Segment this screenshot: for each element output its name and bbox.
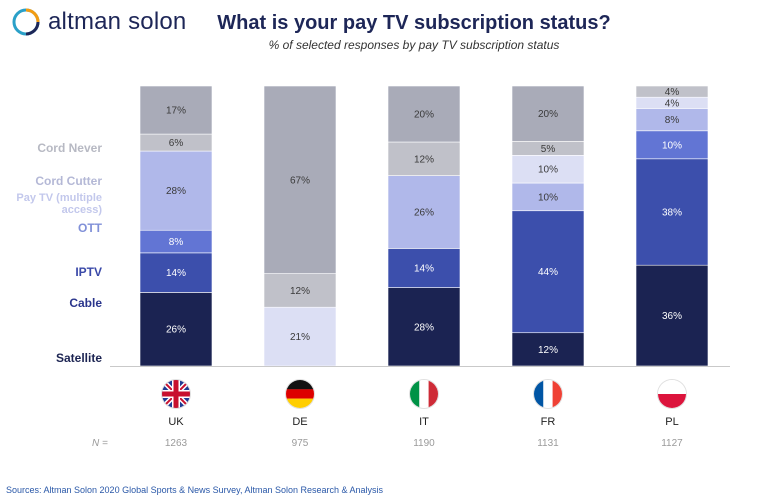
bar-segment-uk-other xyxy=(139,85,213,135)
data-label-fr-cordnever: 5% xyxy=(541,144,556,155)
bar-segment-uk-iptv xyxy=(139,252,213,293)
legend-pay-tv-line2: access) xyxy=(61,204,102,216)
sample-size-it: 1190 xyxy=(413,438,435,449)
bar-segment-fr-satellite xyxy=(511,332,585,367)
sample-size-uk: 1263 xyxy=(164,438,188,449)
legend-cable: Cable xyxy=(69,296,102,310)
source-note: Sources: Altman Solon 2020 Global Sports… xyxy=(6,485,384,495)
data-label-it-cordnever: 12% xyxy=(414,154,434,165)
sample-size-pl: 1127 xyxy=(661,438,683,449)
it-flag-icon xyxy=(410,380,438,408)
data-label-uk-paytv: 28% xyxy=(166,186,186,197)
country-label-uk: UK xyxy=(168,416,184,428)
brand-logo-icon xyxy=(12,8,40,36)
country-label-it: IT xyxy=(419,416,429,428)
uk-flag-icon xyxy=(162,380,190,408)
data-label-it-iptv: 14% xyxy=(414,264,434,275)
data-label-pl-cordcutter: 4% xyxy=(665,98,680,109)
data-label-pl-cordnever: 4% xyxy=(665,87,680,98)
bar-segment-pl-iptv xyxy=(635,158,709,266)
brand-logo: altman solon xyxy=(12,8,186,36)
data-label-it-satellite: 28% xyxy=(414,322,434,333)
country-label-de: DE xyxy=(292,416,308,428)
bar-segment-fr-other xyxy=(511,85,585,142)
country-label-fr: FR xyxy=(540,416,556,428)
data-label-fr-paytv: 10% xyxy=(538,192,558,203)
data-label-uk-ott: 8% xyxy=(169,237,184,248)
bar-segment-it-cordnever xyxy=(387,141,461,176)
data-label-it-other: 20% xyxy=(414,110,434,121)
data-label-it-paytv: 26% xyxy=(414,208,434,219)
data-label-uk-iptv: 14% xyxy=(166,268,186,279)
pl-flag-icon xyxy=(658,380,686,408)
data-label-uk-other: 17% xyxy=(166,106,186,117)
data-label-fr-other: 20% xyxy=(538,109,558,120)
sample-size-label: N = xyxy=(92,438,108,449)
legend-cord-never: Cord Never xyxy=(37,141,102,155)
bar-segment-fr-cordcutter xyxy=(511,155,585,184)
data-label-pl-satellite: 36% xyxy=(662,311,682,322)
data-label-de-cordnever: 12% xyxy=(290,286,310,297)
data-label-uk-cordnever: 6% xyxy=(169,138,184,149)
data-label-fr-iptv: 44% xyxy=(538,267,558,278)
legend-ott: OTT xyxy=(78,221,102,235)
bar-segment-it-iptv xyxy=(387,248,461,288)
chart-subtitle: % of selected responses by pay TV subscr… xyxy=(268,38,560,52)
bar-segment-it-satellite xyxy=(387,287,461,367)
data-label-de-cordcutter: 21% xyxy=(290,332,310,343)
chart-title: What is your pay TV subscription status? xyxy=(217,12,611,34)
bar-segment-de-other xyxy=(263,85,337,274)
sample-size-de: 975 xyxy=(291,438,309,449)
bar-segment-it-paytv xyxy=(387,175,461,249)
legend-iptv: IPTV xyxy=(75,265,102,279)
fr-flag-icon xyxy=(534,380,562,408)
country-label-pl: PL xyxy=(665,416,679,428)
legend-satellite: Satellite xyxy=(55,351,102,365)
data-label-fr-satellite: 12% xyxy=(538,345,558,356)
bar-segment-fr-iptv xyxy=(511,210,585,334)
data-label-pl-paytv: 8% xyxy=(665,115,680,126)
data-label-de-other: 67% xyxy=(290,175,310,186)
bar-segment-pl-cordnever xyxy=(635,85,709,98)
bar-segment-fr-paytv xyxy=(511,182,585,212)
bar-segment-de-cordnever xyxy=(263,273,337,308)
data-label-pl-iptv: 38% xyxy=(662,208,682,219)
data-label-fr-cordcutter: 10% xyxy=(538,165,558,176)
data-label-pl-ott: 10% xyxy=(662,140,682,151)
bar-segment-pl-ott xyxy=(635,130,709,160)
bar-segment-it-other xyxy=(387,85,461,143)
brand-name: altman solon xyxy=(48,8,187,35)
sample-size-fr: 1131 xyxy=(537,438,559,449)
legend-pay-tv: Pay TV (multiple access) xyxy=(0,192,102,216)
legend-cord-cutter: Cord Cutter xyxy=(35,174,102,188)
data-label-uk-satellite: 26% xyxy=(166,325,186,336)
x-axis-baseline xyxy=(110,366,730,367)
de-flag-icon xyxy=(286,380,314,408)
legend-pay-tv-line1: Pay TV (multiple xyxy=(16,192,102,204)
